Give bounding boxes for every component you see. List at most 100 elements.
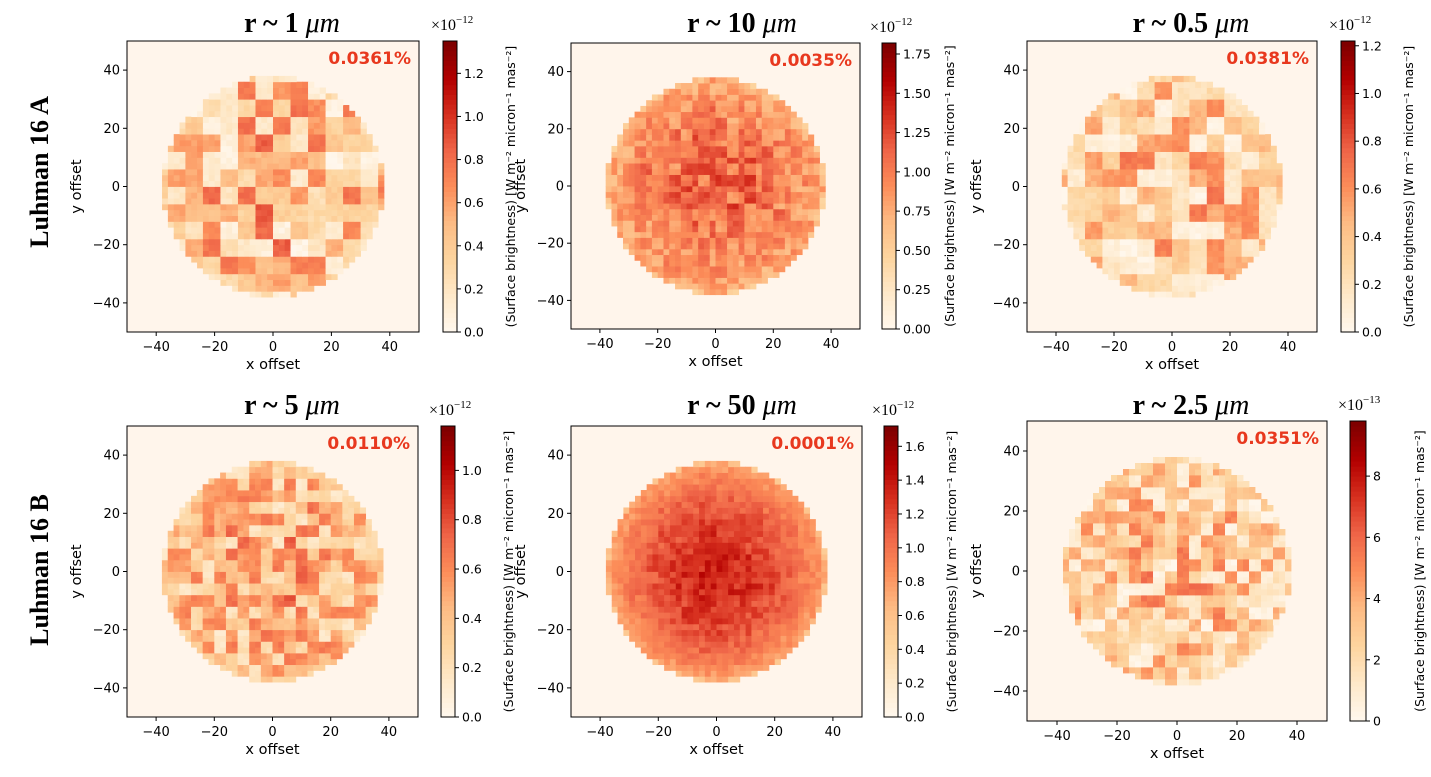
heatmap-cell: [790, 123, 797, 130]
heatmap-cell: [377, 548, 384, 555]
heatmap-cell: [1160, 285, 1167, 292]
heatmap-cell: [1235, 250, 1242, 257]
heatmap-cell: [273, 75, 280, 83]
heatmap-cell: [278, 664, 285, 671]
heatmap-cell: [220, 519, 227, 526]
colorbar-segment: [441, 668, 455, 674]
heatmap-cell: [1183, 192, 1190, 199]
heatmap-cell: [284, 606, 291, 613]
heatmap-cell: [1247, 233, 1254, 240]
heatmap-cell: [237, 174, 245, 182]
heatmap-cell: [1172, 285, 1179, 292]
heatmap-cell: [640, 243, 647, 250]
heatmap-cell: [1189, 105, 1196, 112]
heatmap-cell: [710, 670, 717, 677]
colorbar-segment: [1341, 225, 1355, 231]
heatmap-cell: [819, 163, 826, 170]
heatmap-cell: [307, 513, 314, 520]
heatmap-cell: [686, 117, 693, 124]
heatmap-cell: [617, 151, 624, 158]
heatmap-cell: [1096, 134, 1103, 141]
heatmap-cell: [307, 519, 314, 526]
colorbar-segment: [1341, 128, 1355, 134]
heatmap-cell: [727, 266, 734, 273]
heatmap-cell: [237, 151, 245, 158]
heatmap-cell: [302, 93, 309, 100]
heatmap-cell: [744, 88, 751, 95]
heatmap-cell: [348, 186, 356, 193]
heatmap-cell: [237, 285, 245, 292]
heatmap-cell: [353, 571, 361, 578]
heatmap-cell: [202, 519, 209, 526]
heatmap-cell: [1079, 163, 1086, 170]
heatmap-cell: [675, 157, 682, 164]
heatmap-cell: [784, 134, 792, 141]
heatmap-cell: [301, 658, 308, 666]
heatmap-cell: [680, 100, 687, 107]
colorbar-tick-label: 0.6: [1362, 181, 1382, 196]
heatmap-cell: [773, 191, 780, 198]
heatmap-cell: [278, 524, 285, 532]
heatmap-cell: [634, 220, 641, 227]
heatmap-cell: [343, 209, 350, 216]
heatmap-cell: [289, 594, 297, 601]
heatmap-cell: [330, 652, 337, 660]
heatmap-cell: [284, 501, 291, 508]
heatmap-cell: [1119, 93, 1126, 100]
heatmap-cell: [278, 157, 286, 164]
heatmap-cell: [307, 594, 314, 601]
heatmap-cell: [208, 238, 215, 246]
heatmap-cell: [348, 600, 355, 607]
heatmap-cell: [313, 612, 320, 619]
heatmap-cell: [255, 472, 262, 479]
heatmap-cell: [359, 618, 367, 625]
heatmap-cell: [1102, 203, 1109, 211]
heatmap-cell: [692, 186, 699, 193]
heatmap-cell: [663, 231, 670, 238]
heatmap-cell: [721, 168, 728, 175]
heatmap-cell: [226, 279, 233, 286]
heatmap-cell: [313, 548, 320, 555]
heatmap-cell: [784, 248, 792, 256]
heatmap-cell: [167, 548, 174, 555]
heatmap-cell: [295, 478, 302, 485]
heatmap-cell: [732, 128, 740, 135]
heatmap-cell: [266, 519, 273, 526]
heatmap-cell: [231, 484, 238, 491]
heatmap-cell: [640, 145, 647, 153]
heatmap-cell: [342, 554, 349, 561]
y-tick-label: −40: [93, 296, 120, 311]
heatmap-cell: [313, 484, 320, 491]
heatmap-cell: [226, 134, 233, 141]
heatmap-cell: [214, 571, 221, 578]
heatmap-cell: [692, 83, 699, 90]
heatmap-cell: [372, 180, 379, 187]
heatmap-cell: [807, 145, 815, 153]
heatmap-cell: [331, 192, 338, 199]
heatmap-cell: [231, 670, 238, 677]
heatmap-cell: [807, 186, 815, 193]
heatmap-cell: [313, 157, 321, 164]
heatmap-cell: [1119, 134, 1126, 141]
heatmap-cell: [249, 134, 256, 141]
heatmap-cell: [267, 105, 274, 112]
heatmap-cell: [359, 583, 367, 590]
heatmap-cell: [1212, 174, 1219, 182]
colorbar-tick-label: 1.25: [903, 125, 931, 140]
heatmap-cell: [342, 618, 349, 625]
heatmap-cell: [249, 75, 256, 83]
heatmap-cell: [784, 208, 792, 215]
heatmap-cell: [359, 588, 367, 596]
heatmap-cell: [278, 128, 286, 135]
heatmap-cell: [738, 197, 745, 204]
heatmap-cell: [208, 128, 215, 135]
colorbar-segment: [1341, 60, 1355, 66]
heatmap-cell: [732, 157, 740, 164]
heatmap-cell: [796, 191, 803, 198]
heatmap-cell: [680, 254, 687, 261]
heatmap-cell: [755, 231, 763, 238]
heatmap-cell: [1201, 192, 1208, 199]
heatmap-cell: [1160, 128, 1167, 135]
heatmap-cell: [167, 192, 175, 199]
y-tick-label: 40: [103, 64, 120, 79]
